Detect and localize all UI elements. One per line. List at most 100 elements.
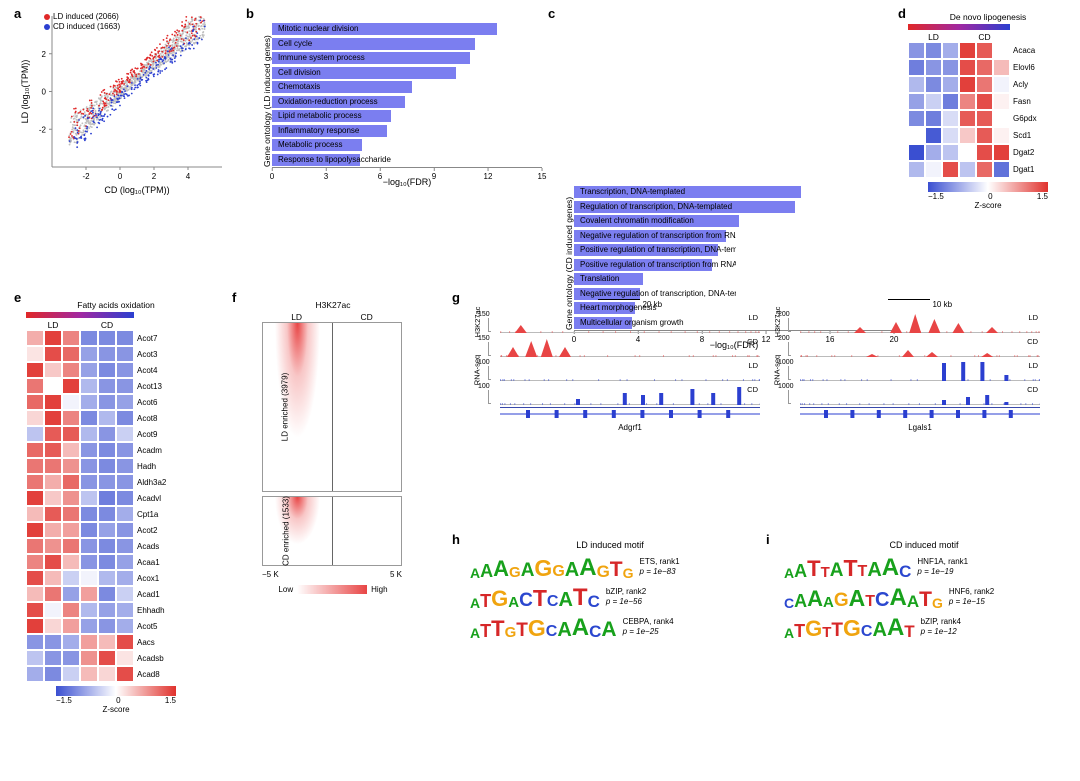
genome-track: 200CD xyxy=(800,335,1040,357)
motif-title: CD induced motif xyxy=(784,540,1064,550)
panel-i-motifs: CD induced motif AATTATTAAC HNF1A, rank1p … xyxy=(784,540,1064,644)
gene-name: Lgals1 xyxy=(800,423,1040,432)
genome-track: H3K27ac200LD xyxy=(800,311,1040,333)
bar-row: Metabolic process xyxy=(272,138,542,153)
svg-text:2: 2 xyxy=(42,50,47,59)
heatmap-col-labels: LDCD xyxy=(26,320,134,330)
bar-row: Positive regulation of transcription fro… xyxy=(574,258,894,273)
genome-track: 100CD xyxy=(500,383,760,405)
panel-i-label: i xyxy=(766,532,770,547)
bar-row: Transcription, DNA-templated xyxy=(574,185,894,200)
motif-row: CAAAGATCAATG HNF6, rank2p = 1e−15 xyxy=(784,584,1064,610)
heatmap-col-bar xyxy=(26,312,134,318)
panel-b-label: b xyxy=(246,6,254,21)
motif-logo: ATGTTGCAAT xyxy=(784,614,915,640)
panel-f-tornado: LD enriched (3979) xyxy=(262,322,402,492)
gene-model xyxy=(800,407,1040,421)
bar-row: Chemotaxis xyxy=(272,80,542,95)
panel-d-label: d xyxy=(898,6,906,21)
motif-row: ATGACTCATC bZIP, rank2p = 1e−56 xyxy=(470,584,750,610)
panel-f-cols: LDCD xyxy=(262,312,402,322)
svg-text:4: 4 xyxy=(186,172,191,181)
genome-track: 1000CD xyxy=(800,383,1040,405)
legend-item: CD induced (1663) xyxy=(44,22,120,32)
motif-logo: ATTGTGCAACA xyxy=(470,614,617,640)
motif-logo: CAAAGATCAATG xyxy=(784,584,943,610)
motif-meta: bZIP, rank4p = 1e−12 xyxy=(921,617,961,637)
motif-logo: AAAGAGGAAGTG xyxy=(470,554,634,580)
panel-f-title: H3K27ac xyxy=(248,300,418,310)
genome-track: RNA-seq1000LD xyxy=(800,359,1040,381)
motif-meta: CEBPA, rank4p = 1e−25 xyxy=(623,617,674,637)
heatmap-col-labels: LDCD xyxy=(908,32,1010,42)
bar-row: Cell division xyxy=(272,66,542,81)
motif-meta: ETS, rank1p = 1e−83 xyxy=(640,557,680,577)
gene-name: Adgrf1 xyxy=(500,423,760,432)
panel-g-right: 10 kb H3K27ac200LD200CDRNA-seq1000LD1000C… xyxy=(800,300,1040,432)
bar-row: Regulation of transcription, DNA-templat… xyxy=(574,200,894,215)
scale-bar: 10 kb xyxy=(800,300,1040,309)
gene-model xyxy=(500,407,760,421)
bar-row: Positive regulation of transcription, DN… xyxy=(574,243,894,258)
motif-logo: ATGACTCATC xyxy=(470,584,600,610)
svg-text:-2: -2 xyxy=(39,125,47,134)
panel-c-label: c xyxy=(548,6,555,21)
motif-meta: HNF6, rank2p = 1e−15 xyxy=(949,587,994,607)
panel-g-left: 20 kbH3K27ac150LD150CDRNA-seq100LD100CD … xyxy=(500,300,760,432)
bar-row: Oxidation-reduction process xyxy=(272,95,542,110)
colorbar xyxy=(56,686,176,696)
bar-row: Inflammatory response xyxy=(272,124,542,139)
panel-f-cbar: LowHigh xyxy=(248,585,418,594)
heatmap-title: De novo lipogenesis xyxy=(908,12,1068,22)
panel-a-scatter: LD induced (2066)CD induced (1663) -2 0 2 4… xyxy=(18,10,228,210)
bar-row: Covalent chromatin modification xyxy=(574,214,894,229)
panel-d-heatmap: De novo lipogenesis LDCDAcacaElovl6AclyF… xyxy=(908,12,1068,210)
panel-f-tornado: CD enriched (1533) xyxy=(262,496,402,566)
svg-text:CD (log₁₀(TPM)): CD (log₁₀(TPM)) xyxy=(104,185,169,195)
legend-item: LD induced (2066) xyxy=(44,12,120,22)
panel-h-motifs: LD induced motif AAAGAGGAAGTG ETS, rank1p … xyxy=(470,540,750,644)
genome-track: RNA-seq100LD xyxy=(500,359,760,381)
panel-g-label: g xyxy=(452,290,460,305)
motif-title: LD induced motif xyxy=(470,540,750,550)
colorbar-ticks: −1.501.5 xyxy=(56,696,176,705)
panel-f-heatmap: H3K27ac LDCD LD enriched (3979) CD enric… xyxy=(248,300,418,594)
motif-row: AATTATTAAC HNF1A, rank1p = 1e−19 xyxy=(784,554,1064,580)
heatmap-title: Fatty acids oxidation xyxy=(26,300,206,310)
bar-row: Negative regulation of transcription fro… xyxy=(574,229,894,244)
panel-e-label: e xyxy=(14,290,21,305)
bar-row: Mitotic nuclear division xyxy=(272,22,542,37)
motif-logo: AATTATTAAC xyxy=(784,554,911,580)
panel-f-xticks: −5 K5 K xyxy=(262,570,402,579)
y-axis-label: Gene ontology (LD induced genes) xyxy=(262,35,272,167)
panel-f-label: f xyxy=(232,290,236,305)
panel-b-bars: Gene ontology (LD induced genes) Mitotic… xyxy=(272,22,542,185)
panel-e-heatmap: Fatty acids oxidation LDCDAcot7Acot3Acot… xyxy=(26,300,206,714)
motif-meta: HNF1A, rank1p = 1e−19 xyxy=(917,557,968,577)
genome-track: 150CD xyxy=(500,335,760,357)
bar-row: Lipid metabolic process xyxy=(272,109,542,124)
colorbar-ticks: −1.501.5 xyxy=(928,192,1048,201)
svg-text:0: 0 xyxy=(42,88,47,97)
motif-meta: bZIP, rank2p = 1e−56 xyxy=(606,587,646,607)
motif-row: ATTGTGCAACA CEBPA, rank4p = 1e−25 xyxy=(470,614,750,640)
heatmap-grid xyxy=(26,330,134,682)
panel-a-legend: LD induced (2066)CD induced (1663) xyxy=(44,12,120,32)
svg-text:-2: -2 xyxy=(82,172,90,181)
svg-text:0: 0 xyxy=(118,172,123,181)
bar-row: Immune system process xyxy=(272,51,542,66)
colorbar-label: Z-score xyxy=(908,201,1068,210)
bar-row: Translation xyxy=(574,272,894,287)
bar-row: Response to lipopolysaccharide xyxy=(272,153,542,168)
motif-row: ATGTTGCAAT bZIP, rank4p = 1e−12 xyxy=(784,614,1064,640)
heatmap-row-labels: AcacaElovl6AclyFasnG6pdxScd1Dgat2Dgat1 xyxy=(1010,42,1037,178)
panel-h-label: h xyxy=(452,532,460,547)
colorbar-label: Z-score xyxy=(26,705,206,714)
heatmap-col-bar xyxy=(908,24,1010,30)
genome-track: H3K27ac150LD xyxy=(500,311,760,333)
colorbar xyxy=(928,182,1048,192)
svg-text:LD (log₁₀(TPM)): LD (log₁₀(TPM)) xyxy=(20,60,30,124)
svg-text:2: 2 xyxy=(152,172,157,181)
scale-bar: 20 kb xyxy=(500,300,760,309)
bar-row: Cell cycle xyxy=(272,37,542,52)
